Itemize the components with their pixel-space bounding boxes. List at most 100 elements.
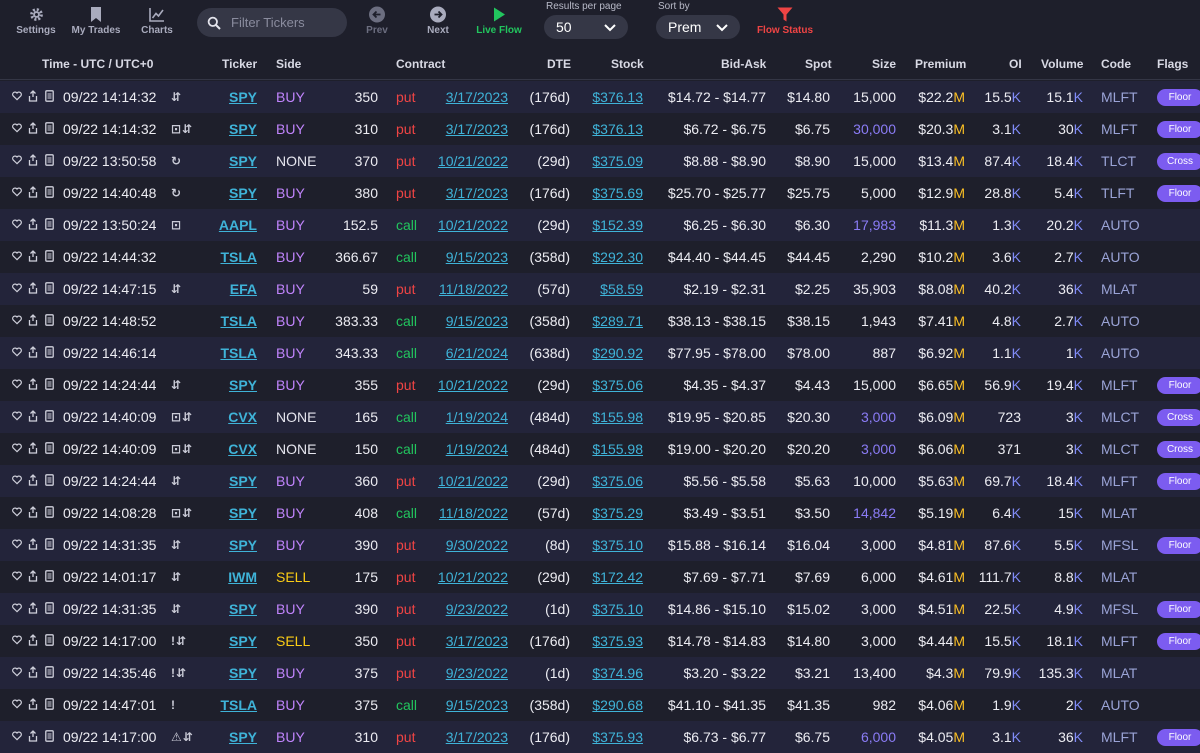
heart-icon[interactable] xyxy=(12,250,22,262)
row-stock-link[interactable]: $376.13 xyxy=(592,89,643,105)
row-expiry-link[interactable]: 9/23/2022 xyxy=(445,601,508,617)
table-row[interactable]: 09/22 14:40:09 ⊡⇵ CVX NONE 150 call 1/19… xyxy=(0,433,1200,465)
row-expiry-link[interactable]: 3/17/2023 xyxy=(445,89,508,105)
document-icon[interactable] xyxy=(44,282,54,294)
heart-icon[interactable] xyxy=(12,218,22,230)
row-ticker-link[interactable]: SPY xyxy=(228,729,257,745)
row-ticker-link[interactable]: TSLA xyxy=(220,313,257,329)
row-ticker-link[interactable]: TSLA xyxy=(220,249,257,265)
table-row[interactable]: 09/22 14:01:17 ⇵ IWM SELL 175 put 10/21/… xyxy=(0,561,1200,593)
col-volume[interactable]: Volume xyxy=(1041,57,1084,71)
row-stock-link[interactable]: $172.42 xyxy=(592,569,643,585)
row-expiry-link[interactable]: 10/21/2022 xyxy=(437,153,508,169)
share-icon[interactable] xyxy=(28,378,38,390)
table-row[interactable]: 09/22 14:14:32 ⊡⇵ SPY BUY 310 put 3/17/2… xyxy=(0,113,1200,145)
row-stock-link[interactable]: $375.93 xyxy=(592,633,643,649)
row-expiry-link[interactable]: 3/17/2023 xyxy=(445,185,508,201)
share-icon[interactable] xyxy=(28,282,38,294)
document-icon[interactable] xyxy=(44,154,54,166)
row-ticker-link[interactable]: SPY xyxy=(228,89,257,105)
next-button[interactable]: Next xyxy=(425,6,451,42)
heart-icon[interactable] xyxy=(12,730,22,742)
col-code[interactable]: Code xyxy=(1101,57,1131,71)
row-flag-badge[interactable]: Floor xyxy=(1157,185,1200,202)
charts-button[interactable]: Charts xyxy=(139,6,175,42)
heart-icon[interactable] xyxy=(12,506,22,518)
col-stock[interactable]: Stock xyxy=(611,57,644,71)
row-ticker-link[interactable]: IWM xyxy=(228,569,257,585)
row-flag-badge[interactable]: Cross xyxy=(1157,153,1200,170)
row-stock-link[interactable]: $155.98 xyxy=(592,441,643,457)
share-icon[interactable] xyxy=(28,730,38,742)
share-icon[interactable] xyxy=(28,250,38,262)
share-icon[interactable] xyxy=(28,666,38,678)
row-stock-link[interactable]: $155.98 xyxy=(592,409,643,425)
share-icon[interactable] xyxy=(28,634,38,646)
prev-button[interactable]: Prev xyxy=(365,6,389,42)
row-ticker-link[interactable]: SPY xyxy=(228,633,257,649)
row-ticker-link[interactable]: SPY xyxy=(228,377,257,393)
row-flag-badge[interactable]: Cross xyxy=(1157,409,1200,426)
document-icon[interactable] xyxy=(44,570,54,582)
share-icon[interactable] xyxy=(28,410,38,422)
share-icon[interactable] xyxy=(28,698,38,710)
row-flag-badge[interactable]: Floor xyxy=(1157,537,1200,554)
heart-icon[interactable] xyxy=(12,666,22,678)
share-icon[interactable] xyxy=(28,314,38,326)
table-row[interactable]: 09/22 14:17:00 ⚠⇵ SPY BUY 310 put 3/17/2… xyxy=(0,721,1200,753)
document-icon[interactable] xyxy=(44,506,54,518)
col-contract[interactable]: Contract xyxy=(396,57,446,71)
col-time[interactable]: Time - UTC / UTC+0 xyxy=(42,57,154,71)
table-row[interactable]: 09/22 14:31:35 ⇵ SPY BUY 390 put 9/23/20… xyxy=(0,593,1200,625)
row-expiry-link[interactable]: 6/21/2024 xyxy=(445,345,508,361)
heart-icon[interactable] xyxy=(12,538,22,550)
results-per-page-select[interactable]: 50 xyxy=(544,15,628,39)
document-icon[interactable] xyxy=(44,442,54,454)
row-ticker-link[interactable]: AAPL xyxy=(218,217,257,233)
row-expiry-link[interactable]: 10/21/2022 xyxy=(437,473,508,489)
row-flag-badge[interactable]: Floor xyxy=(1157,377,1200,394)
row-stock-link[interactable]: $375.93 xyxy=(592,729,643,745)
row-stock-link[interactable]: $375.69 xyxy=(592,185,643,201)
col-flags[interactable]: Flags xyxy=(1157,57,1189,71)
row-stock-link[interactable]: $290.92 xyxy=(592,345,643,361)
row-ticker-link[interactable]: SPY xyxy=(228,665,257,681)
row-flag-badge[interactable]: Cross xyxy=(1157,441,1200,458)
share-icon[interactable] xyxy=(28,474,38,486)
document-icon[interactable] xyxy=(44,122,54,134)
row-flag-badge[interactable]: Floor xyxy=(1157,601,1200,618)
col-oi[interactable]: OI xyxy=(1009,57,1022,71)
share-icon[interactable] xyxy=(28,218,38,230)
document-icon[interactable] xyxy=(44,474,54,486)
table-row[interactable]: 09/22 14:48:52 TSLA BUY 383.33 call 9/15… xyxy=(0,305,1200,337)
document-icon[interactable] xyxy=(44,90,54,102)
row-stock-link[interactable]: $375.09 xyxy=(592,153,643,169)
table-row[interactable]: 09/22 14:40:48 ↻ SPY BUY 380 put 3/17/20… xyxy=(0,177,1200,209)
table-row[interactable]: 09/22 14:24:44 ⇵ SPY BUY 355 put 10/21/2… xyxy=(0,369,1200,401)
row-expiry-link[interactable]: 9/15/2023 xyxy=(445,313,508,329)
col-premium[interactable]: Premium xyxy=(915,57,967,71)
row-flag-badge[interactable]: Floor xyxy=(1157,729,1200,746)
document-icon[interactable] xyxy=(44,538,54,550)
heart-icon[interactable] xyxy=(12,698,22,710)
row-stock-link[interactable]: $376.13 xyxy=(592,121,643,137)
table-row[interactable]: 09/22 14:31:35 ⇵ SPY BUY 390 put 9/30/20… xyxy=(0,529,1200,561)
row-ticker-link[interactable]: SPY xyxy=(228,505,257,521)
document-icon[interactable] xyxy=(44,602,54,614)
heart-icon[interactable] xyxy=(12,346,22,358)
row-flag-badge[interactable]: Floor xyxy=(1157,89,1200,106)
row-expiry-link[interactable]: 3/17/2023 xyxy=(445,633,508,649)
row-ticker-link[interactable]: SPY xyxy=(228,537,257,553)
row-expiry-link[interactable]: 9/30/2022 xyxy=(445,537,508,553)
share-icon[interactable] xyxy=(28,570,38,582)
row-expiry-link[interactable]: 11/18/2022 xyxy=(438,505,508,521)
row-expiry-link[interactable]: 11/18/2022 xyxy=(438,281,508,297)
col-spot[interactable]: Spot xyxy=(805,57,832,71)
document-icon[interactable] xyxy=(44,250,54,262)
row-ticker-link[interactable]: SPY xyxy=(228,153,257,169)
row-flag-badge[interactable]: Floor xyxy=(1157,633,1200,650)
document-icon[interactable] xyxy=(44,634,54,646)
heart-icon[interactable] xyxy=(12,602,22,614)
col-ticker[interactable]: Ticker xyxy=(222,57,258,71)
share-icon[interactable] xyxy=(28,346,38,358)
